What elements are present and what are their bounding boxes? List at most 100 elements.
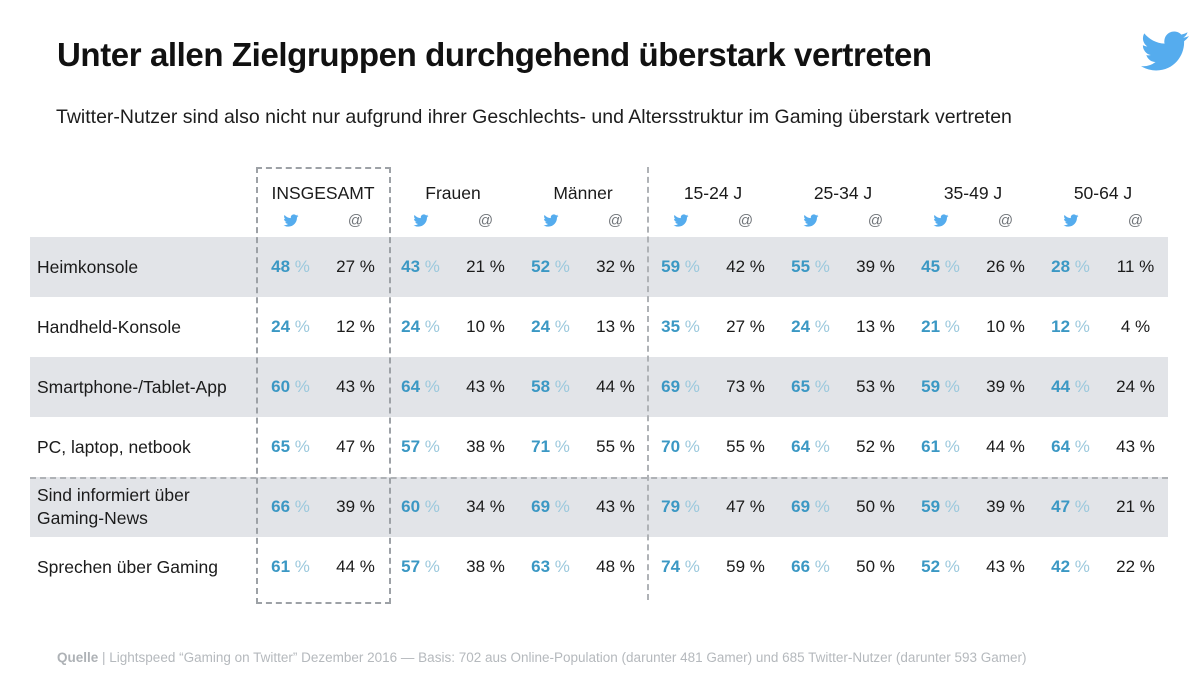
at-icon: @ xyxy=(1127,211,1144,229)
value-twitter: 65 % xyxy=(271,437,310,456)
column-group-icons: @ xyxy=(908,207,1038,233)
value-online-population: 52 % xyxy=(856,437,895,456)
value-online-population: 21 % xyxy=(1116,497,1155,516)
value-online-population: 53 % xyxy=(856,377,895,396)
value-online-population: 44 % xyxy=(596,377,635,396)
value-online-population: 44 % xyxy=(986,437,1025,456)
column-group-label: Männer xyxy=(553,183,613,203)
value-twitter: 35 % xyxy=(661,317,700,336)
value-online-population: 39 % xyxy=(986,377,1025,396)
value-twitter: 69 % xyxy=(531,497,570,516)
table-rows: Heimkonsole 48 % 27 % 43 % 21 % 52 % 32 % 59 % 4… xyxy=(30,237,1168,597)
value-twitter: 69 % xyxy=(661,377,700,396)
value-twitter: 44 % xyxy=(1051,377,1090,396)
value-online-population: 43 % xyxy=(596,497,635,516)
twitter-icon xyxy=(518,207,583,233)
data-table: INSGESAMT @ Frauen @ Männer @15-24 J @25-34 J @… xyxy=(30,167,1168,604)
value-online-population: 43 % xyxy=(986,557,1025,576)
value-twitter: 59 % xyxy=(661,257,700,276)
value-twitter: 70 % xyxy=(661,437,700,456)
value-twitter: 52 % xyxy=(531,257,570,276)
value-online-population: 44 % xyxy=(336,557,375,576)
value-online-population: 55 % xyxy=(596,437,635,456)
row-label: Heimkonsole xyxy=(37,256,139,277)
table-row: Smartphone-/Tablet-App 60 % 43 % 64 % 43 % 58… xyxy=(30,357,1168,417)
value-twitter: 21 % xyxy=(921,317,960,336)
row-label: Handheld-Konsole xyxy=(37,316,181,337)
value-online-population: 43 % xyxy=(336,377,375,396)
value-online-population: 59 % xyxy=(726,557,765,576)
at-icon: @ xyxy=(867,211,884,229)
column-group-icons: @ xyxy=(648,207,778,233)
column-group-icons: @ xyxy=(258,207,388,233)
value-online-population: 10 % xyxy=(986,317,1025,336)
value-online-population: 39 % xyxy=(986,497,1025,516)
twitter-logo-icon xyxy=(1141,27,1189,71)
value-twitter: 48 % xyxy=(271,257,310,276)
value-twitter: 58 % xyxy=(531,377,570,396)
column-group-label: 25-34 J xyxy=(813,183,873,203)
value-online-population: 47 % xyxy=(726,497,765,516)
table-row: Heimkonsole 48 % 27 % 43 % 21 % 52 % 32 % 59 % 4… xyxy=(30,237,1168,297)
value-twitter: 42 % xyxy=(1051,557,1090,576)
value-online-population: 13 % xyxy=(596,317,635,336)
value-online-population: 32 % xyxy=(596,257,635,276)
value-twitter: 60 % xyxy=(401,497,440,516)
twitter-icon xyxy=(908,207,973,233)
row-label: Sprechen über Gaming xyxy=(37,556,218,577)
value-twitter: 43 % xyxy=(401,257,440,276)
value-twitter: 64 % xyxy=(1051,437,1090,456)
column-group-label: 15-24 J xyxy=(683,183,743,203)
value-twitter: 24 % xyxy=(401,317,440,336)
row-label: Sind informiert über Gaming-News xyxy=(37,485,190,528)
value-twitter: 64 % xyxy=(401,377,440,396)
value-online-population: 27 % xyxy=(336,257,375,276)
value-twitter: 66 % xyxy=(791,557,830,576)
header-label-spacer xyxy=(30,170,258,237)
value-online-population: 22 % xyxy=(1116,557,1155,576)
table-row: Sind informiert über Gaming-News 66 % 39 %… xyxy=(30,477,1168,537)
value-twitter: 57 % xyxy=(401,557,440,576)
source-note: Quelle | Lightspeed “Gaming on Twitter” … xyxy=(57,650,1027,665)
value-online-population: 43 % xyxy=(1116,437,1155,456)
value-online-population: 38 % xyxy=(466,437,505,456)
value-online-population: 27 % xyxy=(726,317,765,336)
column-group: Frauen @ xyxy=(388,170,518,237)
value-online-population: 55 % xyxy=(726,437,765,456)
table-header: INSGESAMT @ Frauen @ Männer @15-24 J @25-34 J @… xyxy=(30,170,1168,237)
value-twitter: 45 % xyxy=(921,257,960,276)
at-icon: @ xyxy=(737,211,754,229)
page-title: Unter allen Zielgruppen durchgehend über… xyxy=(57,36,932,73)
value-online-population: 48 % xyxy=(596,557,635,576)
row-label: PC, laptop, netbook xyxy=(37,436,191,457)
source-text: | Lightspeed “Gaming on Twitter” Dezembe… xyxy=(98,649,1027,665)
value-online-population: 47 % xyxy=(336,437,375,456)
value-twitter: 24 % xyxy=(531,317,570,336)
value-online-population: 12 % xyxy=(336,317,375,336)
value-twitter: 59 % xyxy=(921,497,960,516)
column-group-icons: @ xyxy=(1038,207,1168,233)
value-twitter: 55 % xyxy=(791,257,830,276)
column-group-label: Frauen xyxy=(425,183,481,203)
value-online-population: 10 % xyxy=(466,317,505,336)
value-online-population: 73 % xyxy=(726,377,765,396)
column-group-icons: @ xyxy=(388,207,518,233)
column-group-label: 35-49 J xyxy=(943,183,1003,203)
value-online-population: 39 % xyxy=(336,497,375,516)
value-online-population: 34 % xyxy=(466,497,505,516)
page-subtitle: Twitter-Nutzer sind also nicht nur aufgr… xyxy=(56,106,1012,128)
value-twitter: 71 % xyxy=(531,437,570,456)
source-label: Quelle xyxy=(57,649,99,665)
column-group-icons: @ xyxy=(778,207,908,233)
twitter-icon xyxy=(1038,207,1103,233)
value-online-population: 38 % xyxy=(466,557,505,576)
column-group: 15-24 J @ xyxy=(648,170,778,237)
value-twitter: 24 % xyxy=(791,317,830,336)
value-twitter: 57 % xyxy=(401,437,440,456)
column-group-icons: @ xyxy=(518,207,648,233)
value-twitter: 24 % xyxy=(271,317,310,336)
value-twitter: 63 % xyxy=(531,557,570,576)
table-row: PC, laptop, netbook 65 % 47 % 57 % 38 % 71 % 5… xyxy=(30,417,1168,477)
table-row: Handheld-Konsole 24 % 12 % 24 % 10 % 24 % 13 %… xyxy=(30,297,1168,357)
